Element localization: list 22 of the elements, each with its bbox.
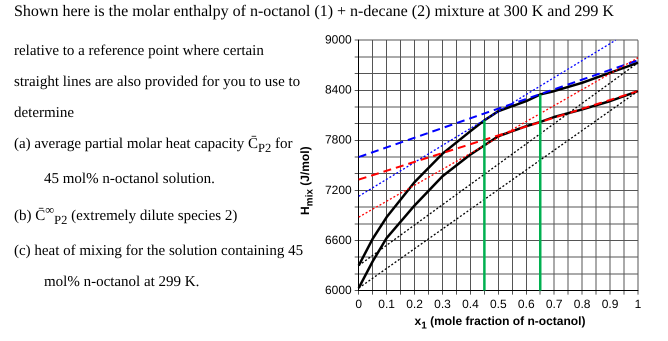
x-tick-label: 1 <box>634 297 642 312</box>
x-tick-label: 0.7 <box>546 297 563 312</box>
x-tick-label: 0.8 <box>574 297 591 312</box>
y-tick-label: 9000 <box>324 32 352 47</box>
text: (c) heat of mixing for the solution containing 45 mol% n-octanol at 299 K. <box>14 242 304 292</box>
x-tick-label: 0.5 <box>490 297 508 312</box>
x-tick-label: 0.4 <box>462 297 480 312</box>
x-tick-label: 0.2 <box>406 297 424 312</box>
text: (a) average partial molar heat capacity C̄$_{P2}$ for 45 mol% n-octanol solution. <box>14 136 292 187</box>
x-tick-label: 0 <box>355 297 362 312</box>
y-tick-label: 8400 <box>324 82 352 97</box>
y-tick-label: 7200 <box>324 182 352 197</box>
text: (b) C̄$^{∞}$$_{P2}$ (extremely dilute species 2) <box>14 203 238 227</box>
x-axis-title: x$_{1}$ (mole fraction of n-octanol) <box>414 314 586 332</box>
y-tick-label: 6000 <box>324 282 352 297</box>
x-tick-label: 0.6 <box>518 297 535 312</box>
x-tick-label: 0.1 <box>378 297 396 312</box>
chart-title: Shown here is the molar enthalpy of n-octanol (1) + n-decane (2) mixture at 300 K and 299 K <box>14 3 614 21</box>
x-tick-label: 0.3 <box>434 297 452 312</box>
y-tick-label: 7800 <box>324 132 352 147</box>
y-tick-label: 6600 <box>324 232 352 247</box>
x-tick-label: 0.9 <box>602 297 619 312</box>
